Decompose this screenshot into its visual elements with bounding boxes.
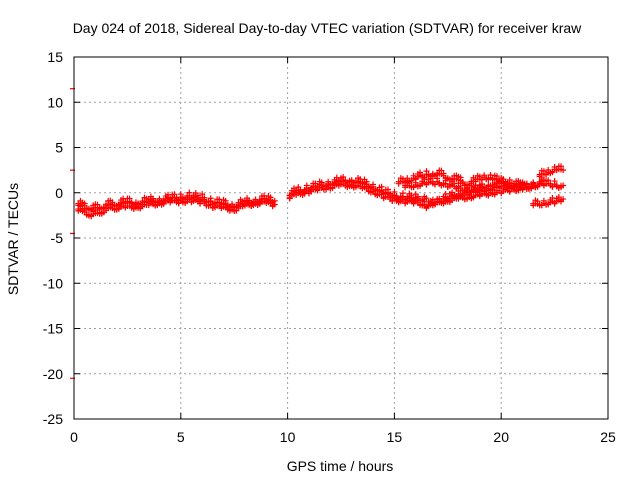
chart-title: Day 024 of 2018, Sidereal Day-to-day VTE… [73, 20, 582, 36]
data-point [560, 196, 567, 203]
series-late-lower [530, 194, 567, 209]
data-point [474, 189, 481, 196]
series-late-middle [519, 177, 567, 193]
data-point [560, 182, 567, 189]
y-tick-label: 0 [55, 185, 63, 201]
data-point [442, 180, 449, 187]
x-tick-label: 0 [70, 429, 78, 445]
y-tick-label: -10 [43, 275, 63, 291]
y-tick-label: -5 [51, 230, 64, 246]
ticks: 0 5 10 15 20 25 15 10 5 0 -5 -10 -15 -20 -25 [43, 49, 616, 445]
data-point [431, 201, 438, 208]
x-tick-label: 15 [387, 429, 403, 445]
data-point [207, 201, 214, 208]
y-axis-title: SDTVAR / TECUs [5, 183, 21, 295]
y-tick-label: -15 [43, 321, 63, 337]
grid [74, 57, 608, 419]
x-tick-label: 20 [493, 429, 509, 445]
series-lower-branch [75, 177, 526, 220]
data-point [560, 167, 567, 174]
data-points [70, 88, 567, 379]
y-tick-label: 15 [47, 49, 63, 65]
data-point [423, 195, 430, 202]
y-tick-label: 10 [47, 94, 63, 110]
data-point [485, 192, 492, 199]
x-tick-label: 25 [600, 429, 616, 445]
y-tick-label: -25 [43, 411, 63, 427]
y-tick-label: 5 [55, 140, 63, 156]
y-tick-label: -20 [43, 366, 63, 382]
data-point [431, 181, 438, 188]
x-tick-label: 10 [280, 429, 296, 445]
x-tick-label: 5 [177, 429, 185, 445]
series-rising-branch [423, 178, 526, 212]
data-point [271, 201, 278, 208]
data-point [453, 194, 460, 201]
series-late-upper [536, 163, 567, 180]
x-axis-title: GPS time / hours [287, 458, 394, 474]
